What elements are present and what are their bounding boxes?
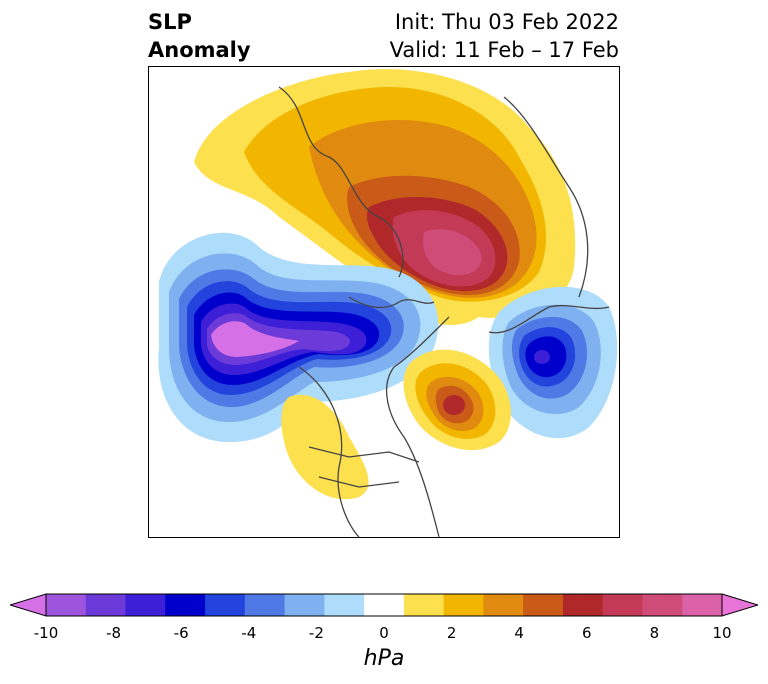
colorbar-segment (682, 594, 723, 616)
title-variable: SLP (148, 10, 192, 34)
map-panel (148, 66, 620, 538)
colorbar-segment (403, 594, 445, 616)
colorbar-tick-label: 2 (446, 624, 457, 642)
map-title: SLP Anomaly (148, 8, 251, 64)
colorbar-segment (46, 594, 87, 616)
colorbar-tick-label: -10 (33, 624, 59, 642)
colorbar-extend-low (10, 593, 47, 617)
colorbar-segment (125, 594, 166, 616)
colorbar-tick-label: -4 (241, 624, 257, 642)
colorbar-tick-label: -6 (173, 624, 189, 642)
anomaly-map (158, 69, 618, 537)
colorbar-tick-label: -8 (106, 624, 122, 642)
colorbar-tick-label: 10 (712, 624, 732, 642)
colorbar-tick-label: -2 (308, 624, 324, 642)
colorbar-segment (244, 594, 286, 616)
colorbar-segment (642, 594, 683, 616)
positive-anomaly-eurasia (194, 69, 576, 325)
positive-anomaly-atlantic (281, 349, 511, 500)
coastlines (278, 86, 610, 537)
colorbar-tick-label: 8 (649, 624, 660, 642)
colorbar (10, 593, 758, 617)
colorbar-segment (602, 594, 643, 616)
colorbar-segment (324, 594, 365, 616)
colorbar-segment (443, 594, 484, 616)
colorbar-tick-label: 6 (582, 624, 592, 642)
colorbar-segment (364, 594, 405, 616)
colorbar-segment (284, 594, 325, 616)
colorbar-tick-label: 0 (379, 624, 389, 642)
colorbar-segment (205, 594, 246, 616)
colorbar-segments (10, 593, 758, 617)
init-date: Init: Thu 03 Feb 2022 (394, 10, 619, 34)
colorbar-tick-label: 4 (514, 624, 524, 642)
map-dates: Init: Thu 03 Feb 2022 Valid: 11 Feb – 17… (390, 8, 619, 64)
colorbar-border (45, 593, 723, 617)
colorbar-extend-high (721, 593, 758, 617)
negative-anomaly-pacific (158, 232, 439, 442)
valid-range: Valid: 11 Feb – 17 Feb (389, 38, 619, 62)
colorbar-segment (85, 594, 127, 616)
colorbar-segment (165, 594, 206, 616)
colorbar-units: hPa (363, 646, 405, 671)
colorbar-segment (523, 594, 564, 616)
colorbar-segment (562, 594, 604, 616)
title-subvariable: Anomaly (148, 38, 251, 62)
colorbar-segment (483, 594, 524, 616)
